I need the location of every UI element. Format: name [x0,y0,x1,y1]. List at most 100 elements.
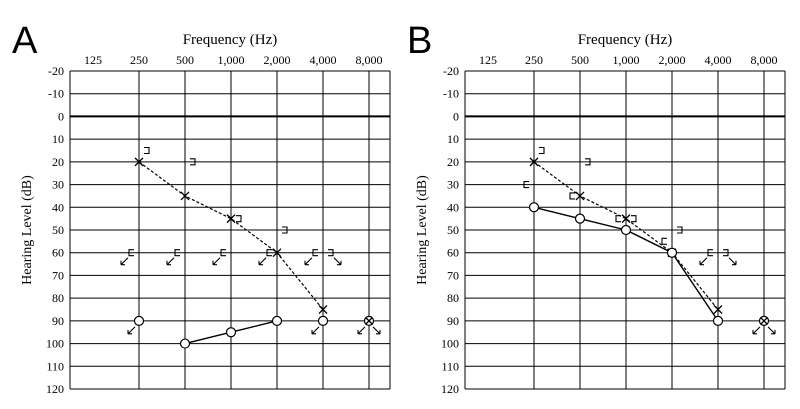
marker-o [620,224,632,236]
y-tick-label: 10 [52,132,64,146]
x-tick-label: 500 [571,53,589,67]
y-tick-label: 90 [52,314,64,328]
marker-o [133,315,145,326]
y-tick-label: -20 [443,64,459,78]
marker-x [713,305,723,314]
no-response-arrow [767,326,776,335]
y-tick-label: 120 [46,382,64,396]
marker-o [574,213,586,224]
audiogram-panel-b: B Frequency (Hz) Hearing Level (dB) -20 -10 0… [407,20,786,396]
marker-o [528,202,540,213]
marker-bracket-left [220,249,226,257]
x-tick-label: 125 [479,53,497,67]
y-tick-label: 70 [52,268,64,282]
x-tick-label: 4,000 [705,53,732,67]
x-tick-label: 125 [84,53,102,67]
y-tick-label: 110 [46,359,64,373]
marker-x [226,214,236,224]
y-tick-label: 0 [58,109,64,123]
marker-x [621,214,631,224]
y-tick-label: 30 [447,178,459,192]
y-tick-label: 70 [447,268,459,282]
audiogram-panel-a: A Frequency (Hz) Hearing Level (dB) -20 -10 0… [12,20,391,396]
marker-o [712,315,724,326]
frequency-axis-title: Frequency (Hz) [578,32,673,48]
no-response-arrow [166,257,175,266]
y-tick-label: 90 [447,314,459,328]
marker-bracket-right [585,158,591,166]
y-tick-label: 120 [441,382,459,396]
y-tick-label: 80 [447,291,459,305]
hearing-level-axis-title: Hearing Level (dB) [415,175,430,285]
series-line-x-dashed [533,161,719,310]
marker-bracket-left [128,249,134,257]
no-response-arrow [357,326,366,335]
marker-o-x-cross [760,316,768,325]
no-response-arrow [258,257,267,266]
x-tick-label: 250 [130,53,148,67]
x-tick-label: 2,000 [264,53,291,67]
y-tick-label: 40 [447,200,459,214]
marker-o [666,247,678,258]
y-tick-label: 110 [441,359,459,373]
y-tick-label: -10 [443,87,459,101]
no-response-arrow [372,326,381,335]
frequency-axis-title: Frequency (Hz) [183,32,278,48]
no-response-arrow [120,257,129,266]
panel-letter: A [12,20,38,62]
y-tick-label: 60 [52,246,64,260]
marker-bracket-right [539,146,545,155]
marker-x [318,305,328,314]
marker-bracket-left [569,192,575,200]
marker-bracket-right [677,226,683,234]
marker-x [529,157,539,167]
marker-x [575,191,585,201]
y-tick-label: 10 [447,132,459,146]
y-tick-label: -20 [48,64,64,78]
y-tick-label: 100 [441,337,459,351]
no-response-arrow [311,326,320,335]
no-response-arrow [304,257,313,266]
y-tick-label: 50 [447,223,459,237]
x-tick-label: 2,000 [659,53,686,67]
x-tick-label: 1,000 [613,53,640,67]
marker-x [272,248,282,258]
no-response-arrow [333,257,342,266]
hearing-level-axis-title: Hearing Level (dB) [20,175,35,285]
y-tick-label: 40 [52,200,64,214]
marker-o [179,338,191,349]
marker-bracket-left [707,249,713,257]
y-tick-label: 50 [52,223,64,237]
y-tick-label: 0 [453,109,459,123]
no-response-arrow [699,257,708,266]
marker-bracket-right [236,215,242,223]
no-response-arrow [127,326,136,335]
marker-bracket-right [144,146,150,155]
y-tick-label: 100 [46,337,64,351]
y-tick-label: 60 [447,246,459,260]
y-tick-label: 20 [447,155,459,169]
marker-x [134,157,144,167]
marker-bracket-right [723,249,729,257]
no-response-arrow [752,326,761,335]
marker-bracket-right [282,226,288,234]
marker-bracket-left [523,181,529,189]
y-tick-label: -10 [48,87,64,101]
x-tick-label: 8,000 [356,53,383,67]
series-line-x-dashed [138,161,324,310]
marker-bracket-right [190,158,196,166]
x-tick-label: 1,000 [218,53,245,67]
x-tick-label: 250 [525,53,543,67]
marker-bracket-left [661,237,667,245]
marker-bracket-left [615,215,621,223]
y-tick-label: 30 [52,178,64,192]
marker-bracket-left [312,249,318,257]
no-response-arrow [728,257,737,266]
marker-bracket-right [328,249,334,257]
panel-letter: B [407,20,432,62]
marker-bracket-right [631,215,637,223]
marker-o [225,327,237,338]
marker-x [180,191,190,201]
